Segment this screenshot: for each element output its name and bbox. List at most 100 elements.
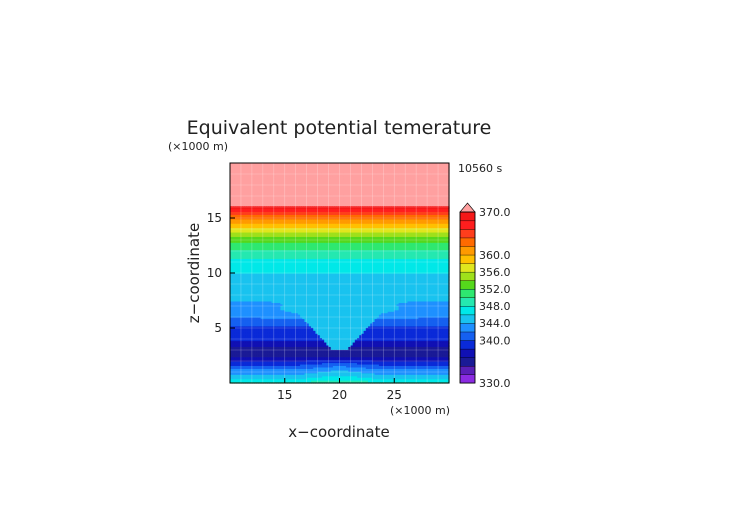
heatmap-cell (387, 358, 391, 361)
heatmap-cell (245, 356, 249, 359)
heatmap-cell (297, 358, 301, 361)
heatmap-cell (350, 365, 354, 368)
heatmap-cell (407, 374, 411, 377)
heatmap-cell (339, 371, 343, 374)
heatmap-cell (411, 368, 415, 371)
heatmap-cell (324, 366, 327, 369)
heatmap-cell (359, 366, 362, 369)
heatmap-cell (346, 371, 349, 374)
heatmap-cell (365, 380, 369, 383)
heatmap-cell (304, 369, 308, 372)
heatmap-cell (295, 374, 299, 377)
heatmap-cell (348, 369, 352, 372)
heatmap-cell (251, 371, 255, 374)
heatmap-cell (413, 380, 417, 383)
heatmap-cell (427, 368, 430, 371)
heatmap-cell (282, 363, 286, 366)
heatmap-cell (422, 374, 426, 377)
heatmap-cell (431, 377, 435, 380)
heatmap-cell (343, 380, 347, 383)
heatmap-cell (306, 369, 310, 372)
heatmap-cell (302, 359, 306, 362)
heatmap-cell (442, 363, 446, 366)
heatmap-cell (306, 358, 310, 361)
heatmap-cell (282, 372, 286, 375)
heatmap-cell (446, 374, 450, 377)
heatmap-cell (249, 378, 253, 381)
heatmap-cell (348, 365, 352, 368)
heatmap-cell (422, 361, 426, 364)
heatmap-cell (267, 369, 271, 372)
heatmap-cell (381, 359, 384, 362)
heatmap-cell (232, 356, 235, 359)
heatmap-cell (247, 363, 251, 366)
heatmap-cell (269, 377, 273, 380)
heatmap-cell (372, 374, 376, 377)
heatmap-cell (389, 371, 393, 374)
heatmap-cell (400, 361, 404, 364)
heatmap-cell (289, 366, 292, 369)
heatmap-cell (291, 377, 295, 380)
heatmap-cell (275, 363, 279, 366)
heatmap-cell (286, 368, 290, 371)
heatmap-cell (348, 372, 352, 375)
heatmap-cell (352, 377, 356, 380)
heatmap-cell (293, 374, 297, 377)
heatmap-cell (313, 372, 317, 375)
heatmap-cell (247, 377, 251, 380)
heatmap-cell (256, 375, 260, 378)
heatmap-cell (411, 366, 415, 369)
heatmap-cell (295, 362, 299, 365)
heatmap-cell (374, 366, 378, 369)
heatmap-cell (284, 378, 288, 381)
heatmap-cell (396, 363, 400, 366)
heatmap-cell (348, 359, 352, 362)
heatmap-cell (422, 377, 426, 380)
heatmap-cell (409, 361, 413, 364)
heatmap-cell (409, 369, 413, 372)
heatmap-cell (341, 361, 345, 364)
heatmap-cell (346, 369, 349, 372)
heatmap-cell (435, 371, 439, 374)
heatmap-cell (265, 378, 268, 381)
heatmap-cell (306, 371, 310, 374)
heatmap-cell (313, 378, 317, 381)
heatmap-cell (348, 374, 352, 377)
heatmap-cell (418, 366, 422, 369)
heatmap-cell (442, 369, 446, 372)
heatmap-cell (424, 377, 428, 380)
heatmap-cell (385, 365, 389, 368)
heatmap-cell (446, 380, 450, 383)
heatmap-cell (427, 366, 430, 369)
heatmap-cell (293, 371, 297, 374)
heatmap-cell (376, 359, 380, 362)
heatmap-cell (385, 362, 389, 365)
heatmap-cell (311, 371, 314, 374)
heatmap-cell (363, 368, 367, 371)
heatmap-cell (262, 380, 266, 383)
heatmap-cell (398, 374, 402, 377)
heatmap-cell (302, 372, 306, 375)
heatmap-cell (424, 362, 428, 365)
heatmap-cell (381, 374, 384, 377)
heatmap-cell (446, 378, 450, 381)
heatmap-cell (411, 374, 415, 377)
heatmap-cell (245, 366, 249, 369)
heatmap-cell (284, 377, 288, 380)
heatmap-cell (267, 372, 271, 375)
heatmap-cell (376, 362, 380, 365)
heatmap-cell (306, 359, 310, 362)
heatmap-cell (370, 368, 373, 371)
heatmap-cell (234, 369, 238, 372)
heatmap-cell (354, 368, 358, 371)
heatmap-cell (418, 359, 422, 362)
heatmap-cell (339, 378, 343, 381)
heatmap-cell (300, 363, 303, 366)
heatmap-cell (394, 361, 398, 364)
heatmap-cell (400, 371, 404, 374)
heatmap-cell (424, 366, 428, 369)
heatmap-cell (420, 361, 424, 364)
heatmap-cell (293, 363, 297, 366)
heatmap-cell (302, 363, 306, 366)
heatmap-cell (321, 372, 325, 375)
